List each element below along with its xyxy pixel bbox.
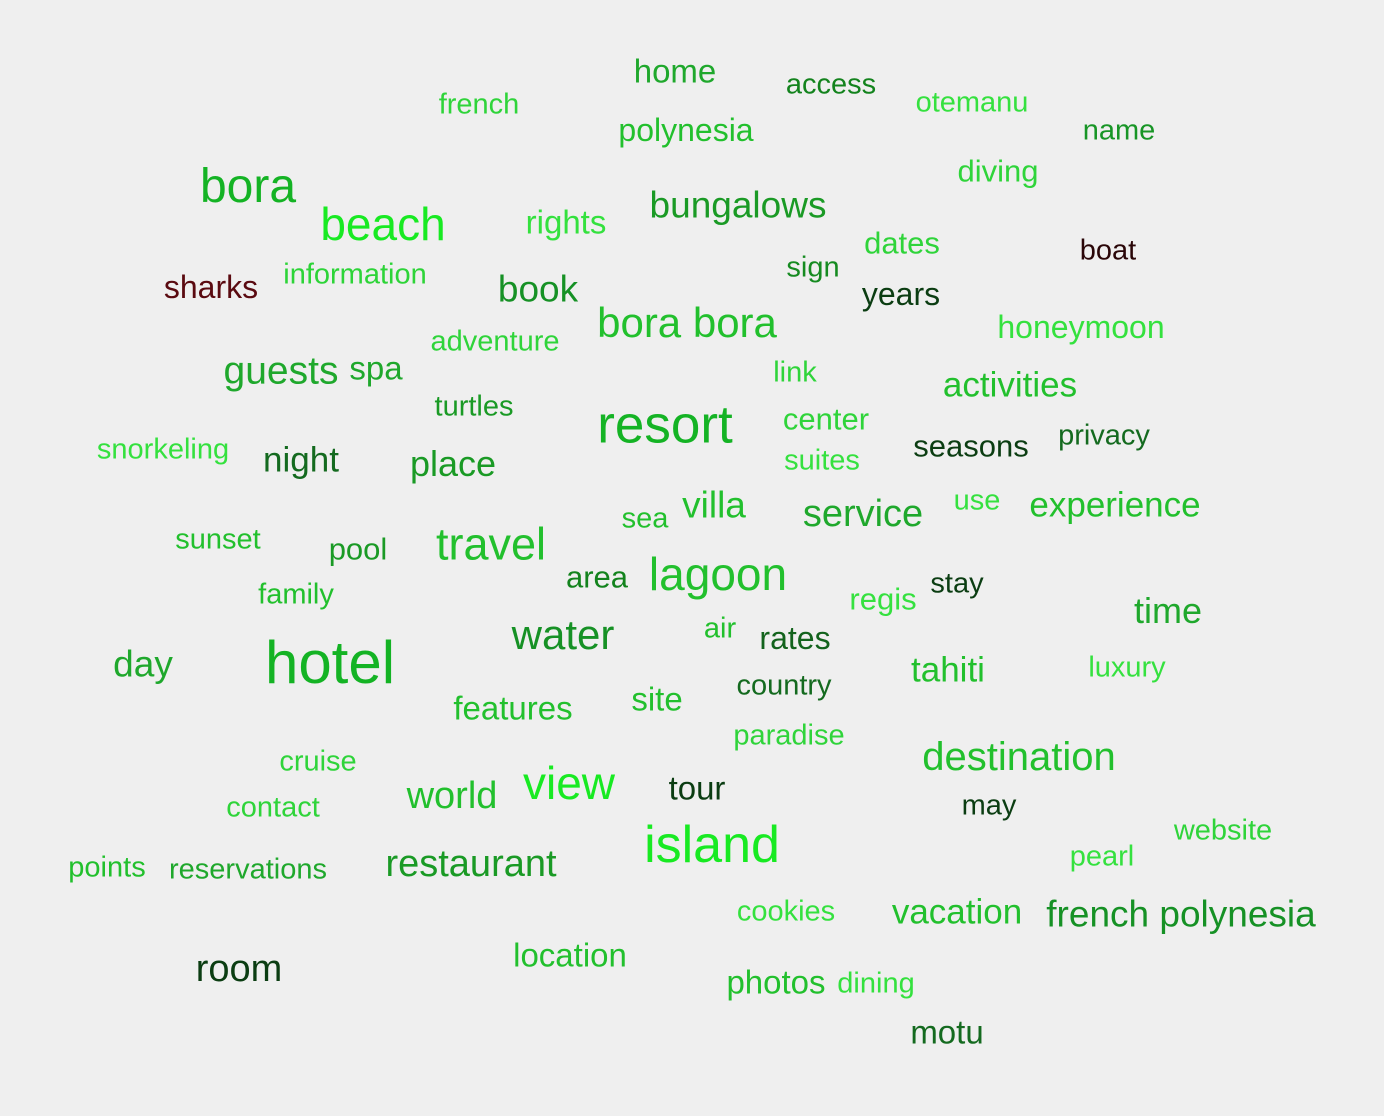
- word-hotel: hotel: [264, 629, 396, 696]
- word-french-polynesia: french polynesia: [1046, 893, 1316, 935]
- word-suites: suites: [784, 444, 860, 477]
- word-contact: contact: [226, 791, 320, 824]
- word-dining: dining: [837, 967, 915, 1000]
- word-cookies: cookies: [736, 895, 836, 928]
- word-bora: bora: [199, 160, 297, 213]
- word-area: area: [565, 559, 629, 595]
- word-villa: villa: [682, 484, 746, 526]
- word-center: center: [782, 401, 870, 437]
- word-boat: boat: [1079, 234, 1137, 267]
- word-time: time: [1133, 590, 1203, 631]
- word-night: night: [263, 440, 339, 480]
- word-lagoon: lagoon: [648, 548, 788, 600]
- word-polynesia: polynesia: [618, 112, 754, 148]
- word-family: family: [258, 578, 334, 611]
- word-website: website: [1173, 814, 1273, 847]
- word-tour: tour: [668, 769, 726, 807]
- word-experience: experience: [1029, 485, 1201, 525]
- word-otemanu: otemanu: [915, 86, 1029, 119]
- word-book: book: [497, 268, 579, 310]
- word-location: location: [513, 936, 627, 974]
- word-home: home: [633, 52, 717, 90]
- word-diving: diving: [957, 153, 1039, 189]
- word-vacation: vacation: [891, 892, 1023, 932]
- word-country: country: [736, 669, 832, 702]
- word-access: access: [785, 68, 877, 101]
- word-seasons: seasons: [913, 428, 1029, 464]
- word-water: water: [511, 611, 615, 658]
- word-motu: motu: [910, 1013, 984, 1051]
- word-sunset: sunset: [175, 523, 261, 556]
- word-room: room: [195, 948, 283, 990]
- word-restaurant: restaurant: [385, 843, 557, 885]
- word-points: points: [68, 851, 146, 884]
- word-view: view: [522, 757, 616, 809]
- word-rights: rights: [525, 203, 607, 241]
- word-adventure: adventure: [430, 325, 560, 358]
- word-travel: travel: [435, 518, 547, 570]
- word-regis: regis: [849, 581, 917, 617]
- word-snorkeling: snorkeling: [96, 433, 230, 466]
- word-activities: activities: [942, 365, 1078, 405]
- word-air: air: [703, 612, 737, 645]
- word-pool: pool: [328, 531, 388, 567]
- word-beach: beach: [320, 198, 446, 250]
- word-rates: rates: [759, 620, 831, 656]
- word-use: use: [953, 484, 1001, 517]
- word-guests: guests: [223, 349, 339, 393]
- word-sea: sea: [621, 502, 669, 535]
- word-luxury: luxury: [1088, 651, 1166, 684]
- word-resort: resort: [597, 395, 733, 455]
- word-features: features: [453, 689, 573, 727]
- word-photos: photos: [726, 963, 826, 1001]
- word-bungalows: bungalows: [649, 184, 827, 226]
- word-reservations: reservations: [169, 853, 327, 886]
- word-service: service: [802, 493, 924, 535]
- word-site: site: [631, 680, 683, 718]
- word-sharks: sharks: [163, 269, 259, 305]
- word-pearl: pearl: [1069, 840, 1135, 873]
- word-link: link: [773, 356, 817, 389]
- word-bora-bora: bora bora: [597, 299, 777, 346]
- word-destination: destination: [922, 735, 1116, 779]
- word-information: information: [283, 258, 427, 291]
- word-island: island: [644, 816, 780, 874]
- word-world: world: [406, 775, 498, 817]
- word-name: name: [1082, 114, 1156, 147]
- word-paradise: paradise: [733, 719, 845, 752]
- word-sign: sign: [786, 251, 840, 284]
- word-cruise: cruise: [279, 745, 357, 778]
- word-french: french: [438, 88, 520, 121]
- word-turtles: turtles: [434, 390, 514, 423]
- word-place: place: [409, 443, 497, 484]
- word-tahiti: tahiti: [911, 650, 985, 690]
- word-stay: stay: [930, 567, 984, 600]
- word-privacy: privacy: [1058, 419, 1150, 452]
- word-honeymoon: honeymoon: [997, 309, 1165, 345]
- word-may: may: [961, 789, 1017, 822]
- word-dates: dates: [864, 225, 940, 261]
- word-day: day: [113, 643, 173, 685]
- word-spa: spa: [349, 349, 403, 387]
- word-years: years: [861, 276, 941, 312]
